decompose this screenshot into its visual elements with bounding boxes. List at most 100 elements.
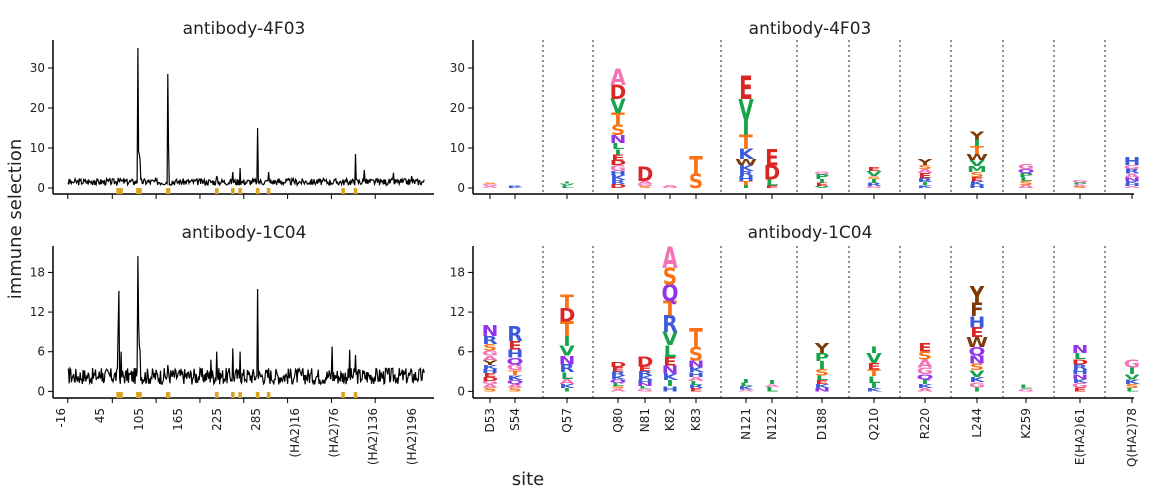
logo-letter: A: [482, 186, 497, 189]
logo-letter: D: [764, 162, 781, 185]
x-tick-label: 105: [132, 408, 146, 431]
logo-letter: S: [815, 367, 829, 378]
logo-letter: L: [1020, 384, 1033, 390]
y-tick-label: 0: [37, 384, 45, 398]
site-label: K83: [689, 408, 703, 431]
logo-letter: Y: [481, 359, 497, 366]
highlight-site-marker: [341, 392, 345, 398]
logo-letter: G: [482, 184, 498, 187]
logo-letter: L: [690, 380, 703, 386]
logo-letter: G: [662, 187, 678, 189]
logo-letter: M: [967, 164, 987, 174]
logo-letter: H: [688, 371, 705, 378]
logo-letter: K: [738, 386, 755, 391]
logo-letter: G: [610, 164, 626, 174]
logo-letter: K: [507, 375, 523, 382]
logo-letter: R: [688, 384, 703, 389]
logo-letter: K: [1072, 378, 1088, 384]
logo-letter: F: [970, 299, 984, 321]
logo-letter: E: [508, 339, 522, 353]
logo-letter: G: [969, 381, 985, 390]
logo-letter: I: [870, 381, 877, 390]
site-label: K82: [663, 408, 677, 431]
panel-title-logo-4f03: antibody-4F03: [749, 19, 872, 39]
logo-letter: K: [610, 174, 626, 182]
logo-letter: E: [815, 182, 829, 187]
logo-letter: S: [689, 170, 703, 193]
logo-letter: R: [738, 169, 754, 178]
logo-letter: H: [507, 348, 524, 361]
logo-letter: N: [482, 322, 499, 340]
y-tick-label: 18: [450, 265, 465, 279]
x-tick-label: 165: [171, 408, 185, 431]
panel-title-line-4f03: antibody-4F03: [183, 19, 306, 39]
logo-letter: R: [482, 334, 498, 347]
logo-stack: ST: [689, 152, 704, 193]
logo-letter: A: [764, 384, 781, 388]
logo-letter: L: [561, 185, 574, 189]
highlight-site-marker: [231, 188, 235, 194]
highlight-site-marker: [119, 392, 123, 398]
logo-letter: E: [970, 176, 984, 182]
logo-letter: E: [1073, 387, 1087, 393]
site-label: N122: [765, 408, 779, 440]
logo-letter: L: [1126, 388, 1139, 393]
highlight-site-marker: [117, 188, 121, 194]
x-tick-label: (HA2)196: [405, 408, 419, 465]
logo-letter: Q: [968, 345, 985, 359]
logo-letter: I: [1128, 366, 1135, 377]
logo-letter: K: [969, 375, 986, 384]
logo-letter: K: [969, 180, 985, 186]
logo-letter: I: [870, 345, 877, 356]
logo-letter: L: [816, 375, 829, 382]
x-tick-label: 45: [93, 408, 107, 423]
logo-letter: V: [969, 369, 984, 380]
logo-letter: N: [969, 353, 986, 366]
highlight-site-marker: [214, 188, 219, 194]
logo-letter: K: [738, 147, 754, 163]
highlight-site-marker: [138, 188, 142, 194]
logo-letter: G: [1124, 164, 1140, 170]
logo-letter: S: [1073, 186, 1087, 188]
y-axis-label: immune selection: [5, 139, 26, 300]
logo-letter: H: [610, 170, 627, 176]
logo-stack: GA: [662, 185, 678, 189]
highlight-site-marker: [166, 392, 171, 398]
site-label: E(HA2)61: [1073, 408, 1087, 465]
logo-stack: GL: [1018, 384, 1034, 392]
highlight-site-marker: [138, 392, 142, 398]
logo-letter: H: [738, 175, 755, 183]
logo-letter: E: [765, 185, 779, 189]
logo-letter: T: [867, 368, 881, 379]
logo-letter: A: [662, 185, 677, 187]
logo-letter: E: [918, 172, 932, 180]
logo-letter: L: [766, 178, 779, 188]
logo-letter: I: [614, 148, 621, 157]
logo-letter: I: [563, 182, 570, 184]
logo-letter: S: [663, 264, 677, 291]
logo-letter: T: [689, 152, 703, 181]
y-tick-label: 0: [457, 384, 465, 398]
logo-letter: G: [507, 363, 523, 373]
logo-letter: D: [482, 376, 499, 382]
logo-letter: E: [765, 145, 779, 171]
y-tick-label: 0: [37, 181, 45, 195]
y-tick-label: 6: [37, 345, 45, 359]
logo-letter: G: [637, 183, 653, 187]
logo-letter: T: [611, 111, 625, 130]
logo-letter: E: [611, 366, 625, 373]
site-label: S54: [508, 408, 522, 431]
site-label: L244: [970, 408, 984, 438]
logo-letter: Y: [916, 158, 933, 168]
logo-letter: Q: [610, 379, 627, 384]
y-tick-label: 6: [457, 345, 465, 359]
y-tick-label: 30: [450, 61, 465, 75]
logo-letter: I: [973, 138, 980, 148]
logo-letter: A: [662, 241, 678, 275]
logo-letter: P: [815, 173, 830, 181]
